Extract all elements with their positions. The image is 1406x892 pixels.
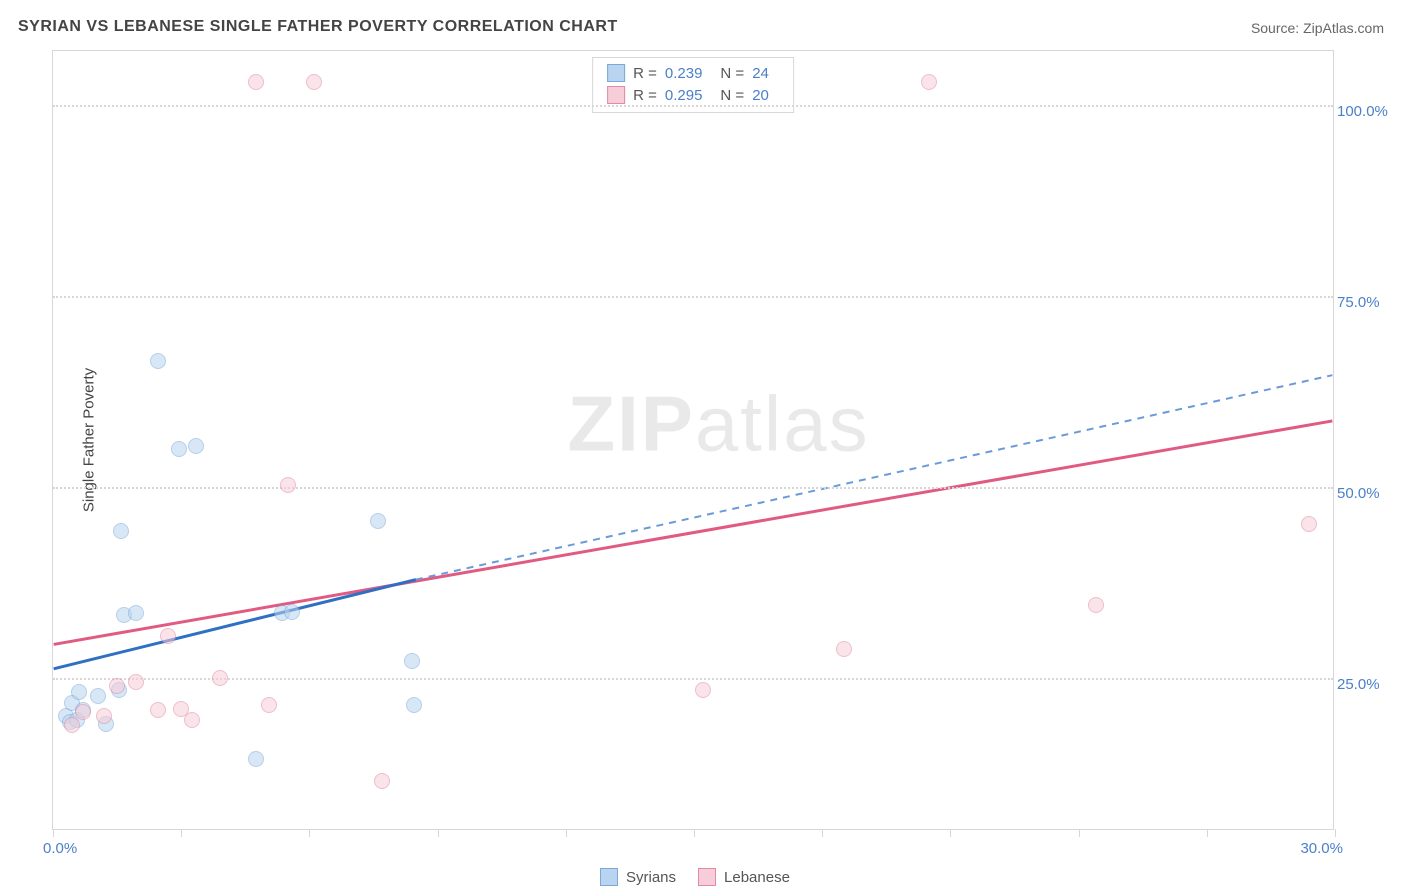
data-point [280, 477, 296, 493]
x-tick-mark [309, 829, 310, 837]
n-value-syrians: 24 [752, 65, 769, 82]
plot-area: Single Father Poverty ZIPatlas R = 0.239… [52, 50, 1334, 830]
y-tick-label: 100.0% [1337, 103, 1393, 120]
data-point [284, 604, 300, 620]
legend-series: Syrians Lebanese [600, 868, 790, 886]
data-point [90, 688, 106, 704]
data-point [248, 74, 264, 90]
data-point [404, 653, 420, 669]
watermark: ZIPatlas [568, 379, 870, 470]
data-point [1301, 516, 1317, 532]
legend-label-lebanese: Lebanese [724, 869, 790, 886]
legend-item-lebanese: Lebanese [698, 868, 790, 886]
y-axis-label: Single Father Poverty [81, 368, 98, 512]
r-value-syrians: 0.239 [665, 65, 703, 82]
data-point [150, 702, 166, 718]
x-min-label: 0.0% [43, 840, 77, 857]
x-tick-mark [1335, 829, 1336, 837]
x-tick-mark [694, 829, 695, 837]
x-tick-mark [53, 829, 54, 837]
x-max-label: 30.0% [1300, 840, 1343, 857]
r-label: R = [633, 87, 657, 104]
trend-lines [53, 51, 1333, 829]
data-point [1088, 597, 1104, 613]
x-tick-mark [822, 829, 823, 837]
data-point [75, 704, 91, 720]
data-point [695, 682, 711, 698]
data-point [128, 605, 144, 621]
data-point [160, 628, 176, 644]
data-point [113, 523, 129, 539]
watermark-bold: ZIP [568, 380, 695, 468]
gridline [53, 105, 1333, 107]
data-point [370, 513, 386, 529]
n-value-lebanese: 20 [752, 87, 769, 104]
x-tick-mark [181, 829, 182, 837]
legend-stats-row: R = 0.239 N = 24 [607, 62, 779, 84]
y-tick-label: 75.0% [1337, 294, 1393, 311]
legend-swatch-syrians [600, 868, 618, 886]
data-point [64, 717, 80, 733]
data-point [128, 674, 144, 690]
x-tick-mark [950, 829, 951, 837]
y-tick-label: 50.0% [1337, 485, 1393, 502]
data-point [212, 670, 228, 686]
y-tick-label: 25.0% [1337, 676, 1393, 693]
x-tick-mark [1079, 829, 1080, 837]
data-point [248, 751, 264, 767]
r-label: R = [633, 65, 657, 82]
gridline [53, 678, 1333, 680]
data-point [836, 641, 852, 657]
data-point [96, 708, 112, 724]
data-point [261, 697, 277, 713]
x-tick-mark [566, 829, 567, 837]
watermark-rest: atlas [695, 380, 870, 468]
data-point [150, 353, 166, 369]
data-point [406, 697, 422, 713]
legend-label-syrians: Syrians [626, 869, 676, 886]
data-point [188, 438, 204, 454]
n-label: N = [720, 87, 744, 104]
n-label: N = [720, 65, 744, 82]
x-tick-mark [438, 829, 439, 837]
legend-stats-row: R = 0.295 N = 20 [607, 84, 779, 106]
data-point [374, 773, 390, 789]
data-point [184, 712, 200, 728]
x-tick-mark [1207, 829, 1208, 837]
legend-swatch-lebanese [698, 868, 716, 886]
data-point [171, 441, 187, 457]
data-point [71, 684, 87, 700]
legend-swatch-syrians [607, 64, 625, 82]
data-point [921, 74, 937, 90]
gridline [53, 487, 1333, 489]
gridline [53, 296, 1333, 298]
legend-swatch-lebanese [607, 86, 625, 104]
data-point [306, 74, 322, 90]
source-label: Source: ZipAtlas.com [1251, 20, 1384, 36]
r-value-lebanese: 0.295 [665, 87, 703, 104]
chart-title: SYRIAN VS LEBANESE SINGLE FATHER POVERTY… [18, 18, 618, 36]
legend-item-syrians: Syrians [600, 868, 676, 886]
data-point [109, 678, 125, 694]
